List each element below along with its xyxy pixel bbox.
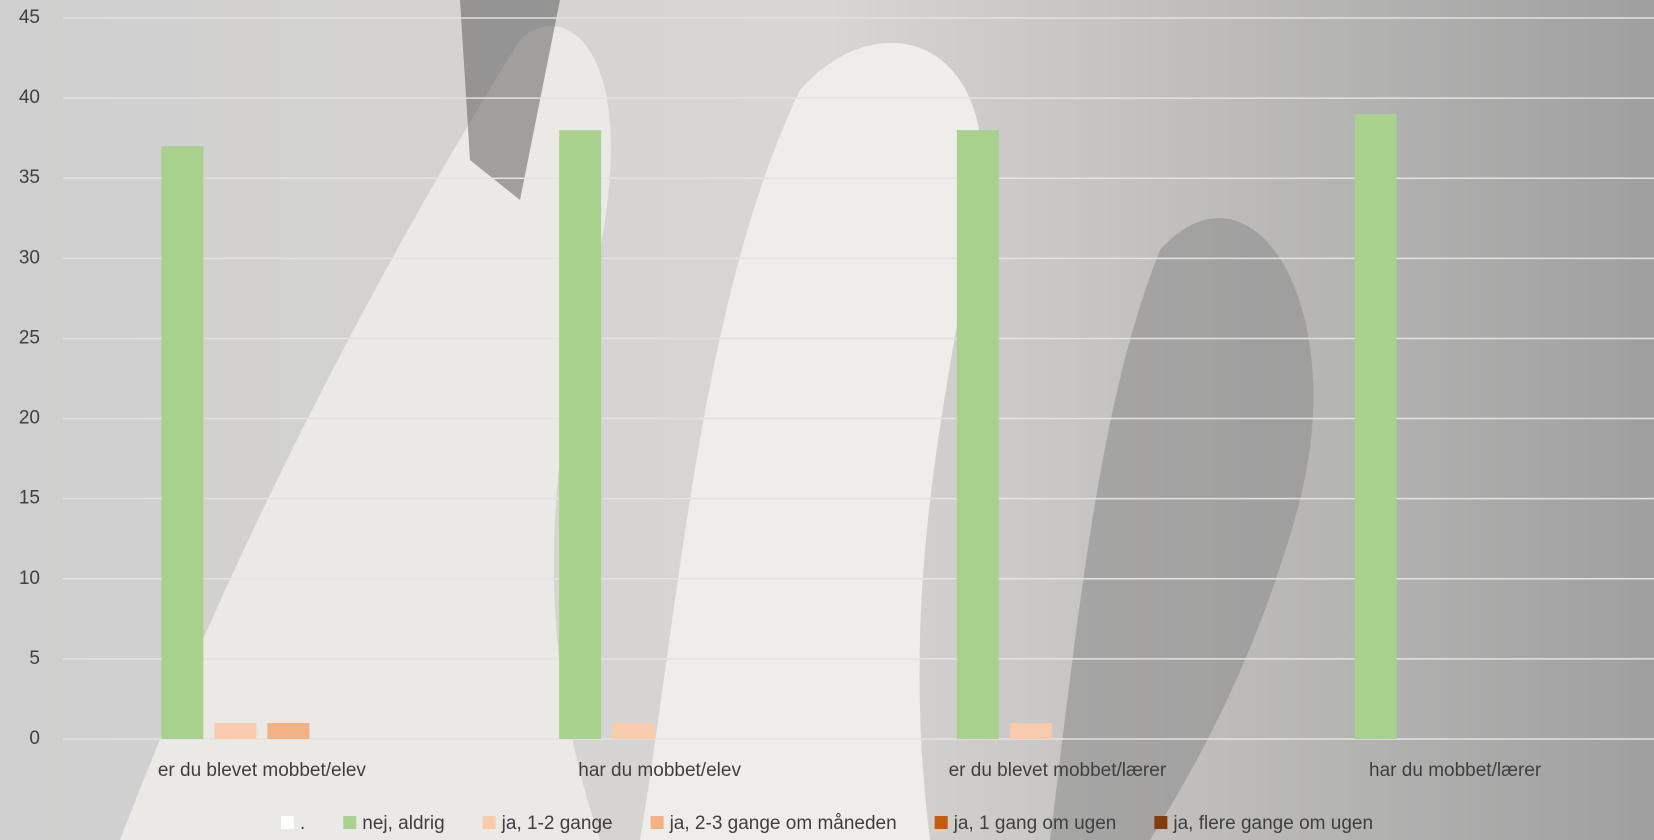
bar <box>1354 114 1397 740</box>
x-tick-label: har du mobbet/elev <box>578 760 741 781</box>
legend-label: ja, 1-2 gange <box>501 813 613 834</box>
background-shape <box>640 42 983 840</box>
y-tick-label: 0 <box>29 728 40 749</box>
y-tick-label: 10 <box>19 568 40 589</box>
legend-label: . <box>300 813 305 834</box>
y-tick-label: 35 <box>19 167 40 188</box>
x-tick-label: er du blevet mobbet/lærer <box>949 760 1167 781</box>
legend-swatch <box>482 816 496 829</box>
legend-swatch <box>343 816 357 829</box>
bar <box>267 722 310 739</box>
bar <box>161 146 204 739</box>
legend-swatch <box>934 816 948 829</box>
background-shape <box>1050 218 1314 840</box>
y-tick-label: 20 <box>19 408 40 429</box>
x-tick-label: har du mobbet/lærer <box>1369 760 1542 781</box>
background-shape <box>120 26 611 840</box>
bar <box>214 722 257 739</box>
y-tick-label: 15 <box>19 488 40 509</box>
legend-swatch <box>650 816 664 829</box>
legend-label: ja, flere gange om ugen <box>1172 813 1373 834</box>
y-tick-label: 5 <box>29 648 40 669</box>
x-tick-label: er du blevet mobbet/elev <box>158 760 367 781</box>
legend-label: ja, 2-3 gange om måneden <box>669 813 897 834</box>
bar <box>612 722 655 739</box>
legend-swatch <box>280 816 294 829</box>
bar <box>559 130 602 740</box>
background-shape <box>460 0 560 200</box>
legend-label: nej, aldrig <box>362 813 444 834</box>
y-tick-label: 45 <box>19 7 40 28</box>
y-tick-label: 30 <box>19 247 40 268</box>
y-tick-label: 40 <box>19 87 40 108</box>
y-tick-label: 25 <box>19 327 40 348</box>
bar <box>1009 722 1052 739</box>
legend-label: ja, 1 gang om ugen <box>953 813 1117 834</box>
legend-swatch <box>1154 816 1168 829</box>
bar <box>956 130 999 740</box>
